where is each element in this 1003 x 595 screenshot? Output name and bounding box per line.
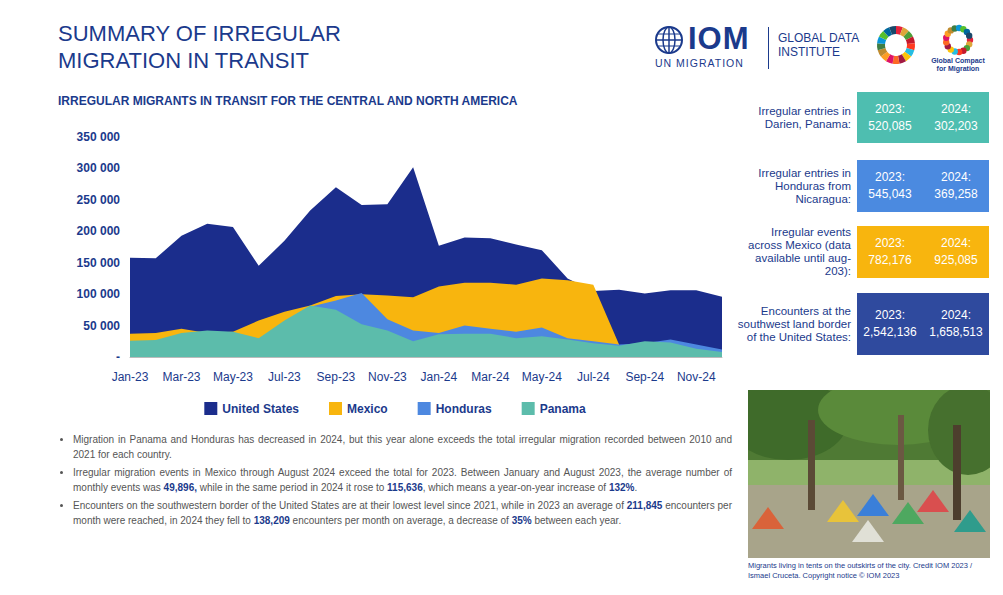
html-text:782,176: 782,176 [868, 253, 912, 267]
html-text:IOM: IOM [688, 21, 750, 56]
html-text:2023:: 2023: [875, 101, 905, 116]
html-text:Irregular entries in Honduras: Irregular entries in Honduras from Nicar… [758, 166, 851, 205]
html-text:2023:: 2023: [875, 170, 905, 184]
svg-text:-: - [116, 350, 120, 364]
svg-text:Sep-23: Sep-23 [317, 370, 356, 384]
html-text:Migrants living in tents on th: Migrants living in tents on the outskirt… [748, 561, 973, 580]
svg-text:May-23: May-23 [213, 370, 253, 384]
svg-text:50 000: 50 000 [83, 319, 120, 333]
svg-text:United States: United States [222, 402, 299, 416]
html-text:545,043: 545,043 [868, 187, 912, 201]
html-text:1,658,513: 1,658,513 [929, 325, 983, 339]
svg-text:200 000: 200 000 [77, 224, 121, 238]
html-text:2,542,136: 2,542,136 [863, 325, 917, 339]
svg-text:Mar-23: Mar-23 [162, 370, 200, 384]
svg-text:Mar-24: Mar-24 [471, 370, 509, 384]
html-text:UN MIGRATION: UN MIGRATION [655, 57, 744, 69]
html-text:2024:: 2024: [941, 236, 971, 250]
svg-text:Nov-24: Nov-24 [677, 370, 716, 384]
svg-text:Jan-24: Jan-24 [421, 370, 458, 384]
html-text:369,258: 369,258 [934, 187, 978, 201]
svg-text:300 000: 300 000 [77, 161, 121, 175]
svg-text:100 000: 100 000 [77, 287, 121, 301]
html-text:Irregular entries in Darien, P: Irregular entries in Darien, Panama: [758, 104, 851, 130]
html-text:2024:: 2024: [941, 308, 971, 322]
svg-text:Sep-24: Sep-24 [625, 370, 664, 384]
svg-text:Mexico: Mexico [347, 402, 388, 416]
html-text:Encounters on the southwestern: Encounters on the southwestern border of… [73, 500, 732, 526]
html-text:SUMMARY OF IRREGULAR MIGRATION: SUMMARY OF IRREGULAR MIGRATION IN TRANSI… [58, 21, 341, 73]
svg-text:150 000: 150 000 [77, 256, 121, 270]
html-text:GLOBAL DATA INSTITUTE: GLOBAL DATA INSTITUTE [778, 31, 859, 59]
svg-text:Jan-23: Jan-23 [112, 370, 149, 384]
html-text:520,085: 520,085 [868, 118, 912, 133]
svg-text:Jul-24: Jul-24 [577, 370, 610, 384]
svg-text:May-24: May-24 [522, 370, 562, 384]
html-text:IRREGULAR MIGRANTS IN TRANSIT: IRREGULAR MIGRANTS IN TRANSIT FOR THE CE… [58, 94, 518, 108]
html-text:2024:: 2024: [941, 101, 971, 116]
html-text:Migration in Panama and Hondur: Migration in Panama and Honduras has dec… [73, 434, 732, 460]
svg-text:Honduras: Honduras [436, 402, 492, 416]
svg-text:Nov-23: Nov-23 [368, 370, 407, 384]
html-text:Irregular migration events in: Irregular migration events in Mexico thr… [73, 467, 732, 493]
svg-text:350 000: 350 000 [77, 130, 121, 144]
html-text:Encounters at the southwest la: Encounters at the southwest land border … [737, 304, 851, 343]
html-text:925,085: 925,085 [934, 253, 978, 267]
html-text:2023:: 2023: [875, 236, 905, 250]
html-text:2023:: 2023: [875, 308, 905, 322]
svg-text:Jul-23: Jul-23 [268, 370, 301, 384]
svg-text:Panama: Panama [540, 402, 586, 416]
html-text:Irregular events across Mexico: Irregular events across Mexico (data ava… [748, 226, 851, 277]
html-text:302,203: 302,203 [934, 118, 978, 133]
html-text:Global Compact for Migration: Global Compact for Migration [931, 57, 985, 72]
svg-text:250 000: 250 000 [77, 193, 121, 207]
html-text:2024:: 2024: [941, 170, 971, 184]
